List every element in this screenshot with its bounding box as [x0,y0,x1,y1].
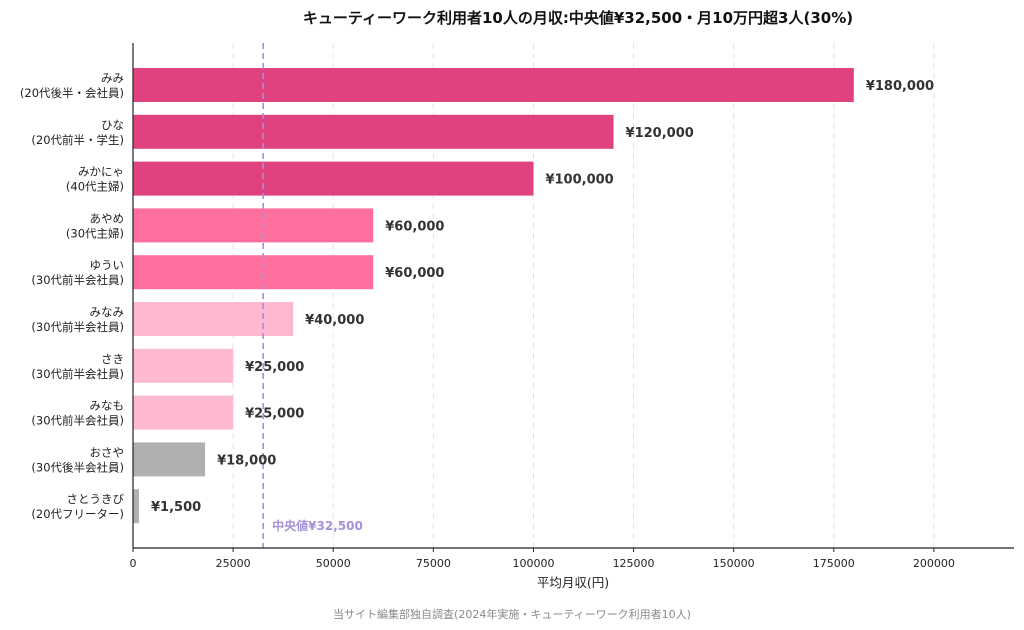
x-tick-label: 175000 [813,557,855,570]
x-tick-label: 150000 [713,557,755,570]
bar [133,348,234,383]
axes [132,43,1014,552]
category-detail: (30代前半会社員) [31,273,124,287]
value-label: ¥100,000 [545,173,613,188]
bar [133,161,534,196]
category-detail: (30代前半会社員) [31,367,124,381]
category-name: みなも [90,399,125,413]
bar [133,255,374,290]
value-label: ¥120,000 [626,126,694,141]
x-tick-label: 100000 [512,557,554,570]
category-detail: (20代後半・会社員) [20,86,124,100]
x-tick-label: 200000 [913,557,955,570]
category-detail: (30代主婦) [66,226,124,240]
value-label: ¥40,000 [305,313,364,328]
category-label: さとうきび(20代フリーター) [31,492,124,521]
category-name: ひな [101,118,124,132]
category-labels: みみ(20代後半・会社員)ひな(20代前半・学生)みかにゃ(40代主婦)あやめ(… [20,71,125,521]
category-detail: (20代前半・学生) [31,133,124,147]
value-label: ¥180,000 [866,79,934,94]
category-detail: (20代フリーター) [31,507,124,521]
category-detail: (40代主婦) [66,180,124,194]
bar [133,489,140,524]
category-name: さき [101,352,124,366]
median-line-group: 中央値¥32,500 [262,43,363,548]
x-tick-label: 0 [130,557,137,570]
category-detail: (30代前半会社員) [31,320,124,334]
x-tick-label: 50000 [316,557,351,570]
value-labels: ¥180,000 ¥120,000 ¥100,000 ¥60,000 ¥60,000 ¥4… [151,79,934,515]
category-name: さとうきび [67,492,125,506]
x-axis-title: 平均月収(円) [537,575,609,590]
category-label: さき(30代前半会社員) [31,352,124,381]
bars [133,68,854,524]
category-name: みなみ [90,305,125,319]
value-label: ¥60,000 [385,266,444,281]
bar [133,395,234,430]
median-label: 中央値¥32,500 [272,518,363,533]
category-label: みかにゃ(40代主婦) [66,165,124,194]
bar [133,302,294,336]
bar [133,208,374,243]
x-tick-label: 25000 [216,557,251,570]
bar [133,114,614,149]
value-label: ¥60,000 [385,219,444,234]
category-label: ゆうい(30代前半会社員) [31,258,124,287]
x-tick-labels: 0 25000 50000 75000 100000 125000 150000 175000… [130,557,955,570]
x-tick-label: 125000 [613,557,655,570]
value-label: ¥1,500 [151,500,201,515]
category-detail: (30代後半会社員) [31,460,124,474]
category-label: あやめ(30代主婦) [66,211,124,240]
category-name: おさや [90,445,125,459]
x-tick-label: 75000 [416,557,451,570]
bar [133,442,206,477]
category-label: みみ(20代後半・会社員) [20,71,124,100]
category-name: ゆうい [90,258,125,272]
category-detail: (30代前半会社員) [31,414,124,428]
category-name: あやめ [90,211,125,225]
bar [133,68,854,102]
value-label: ¥18,000 [217,453,276,468]
category-label: みなみ(30代前半会社員) [31,305,124,334]
category-label: みなも(30代前半会社員) [31,399,124,428]
source-note: 当サイト編集部独自調査(2024年実施・キューティーワーク利用者10人) [333,607,691,621]
category-name: みかにゃ [78,165,124,179]
chart-title: キューティーワーク利用者10人の月収:中央値¥32,500・月10万円超3人(3… [303,9,853,27]
category-name: みみ [101,71,124,85]
value-label: ¥25,000 [245,360,304,375]
category-label: おさや(30代後半会社員) [31,445,124,474]
category-label: ひな(20代前半・学生) [31,118,124,147]
value-label: ¥25,000 [245,407,304,422]
